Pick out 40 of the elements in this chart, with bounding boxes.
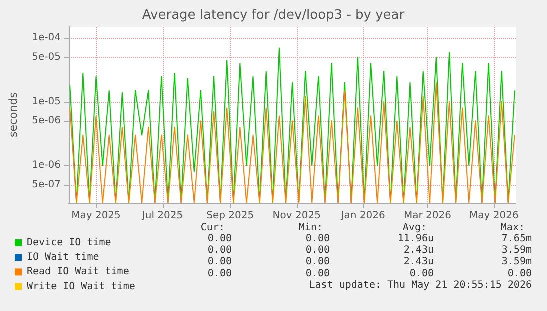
- legend-label: Write IO Wait time: [27, 281, 136, 292]
- text: 0.00: [306, 245, 330, 256]
- text: Max:: [500, 222, 525, 234]
- text: 2.43u: [404, 245, 434, 256]
- y-tick-label: 5e-05: [32, 52, 61, 63]
- text: 7.65m: [502, 234, 532, 244]
- text: 0.00: [208, 256, 232, 268]
- text: 0.00: [208, 268, 232, 280]
- y-tick-label: 5e-07: [32, 179, 61, 190]
- x-tick-label: Sep 2025: [206, 210, 254, 222]
- text: Cur:: [200, 222, 225, 234]
- y-tick-label: 5e-06: [32, 116, 61, 127]
- y-axis-title: seconds: [7, 92, 20, 138]
- legend-label: Device IO time: [27, 238, 112, 248]
- x-tick-label: May 2025: [72, 210, 121, 222]
- text: Min:: [298, 222, 323, 234]
- x-tick-label: Jan 2026: [340, 210, 386, 222]
- text: 3.59m: [502, 256, 532, 268]
- y-tick-label: 1e-05: [32, 96, 61, 108]
- x-tick-label: Jul 2025: [141, 210, 184, 222]
- chart-title: Average latency for /dev/loop3 - by year: [142, 8, 406, 23]
- text: 0.00: [306, 256, 330, 268]
- legend-label: Read IO Wait time: [27, 266, 130, 278]
- text: 2.43u: [404, 256, 434, 268]
- y-tick-label: 1e-04: [32, 32, 61, 44]
- text: 0.00: [410, 268, 434, 280]
- x-tick-label: May 2026: [470, 210, 519, 222]
- text: 11.96u: [398, 234, 434, 244]
- text: 0.00: [208, 245, 232, 256]
- text: 0.00: [508, 268, 532, 280]
- y-tick-label: 1e-06: [32, 160, 61, 172]
- x-tick-label: Mar 2026: [404, 210, 452, 222]
- text: 0.00: [208, 234, 232, 244]
- x-tick-label: Nov 2025: [272, 210, 321, 222]
- text: Last update: Thu May 21 20:55:15 2026: [309, 280, 532, 291]
- text: 0.00: [306, 268, 330, 280]
- text: 0.00: [306, 234, 330, 244]
- legend-label: IO Wait time: [27, 252, 100, 264]
- text: Avg:: [402, 222, 427, 234]
- text: 3.59m: [502, 245, 532, 256]
